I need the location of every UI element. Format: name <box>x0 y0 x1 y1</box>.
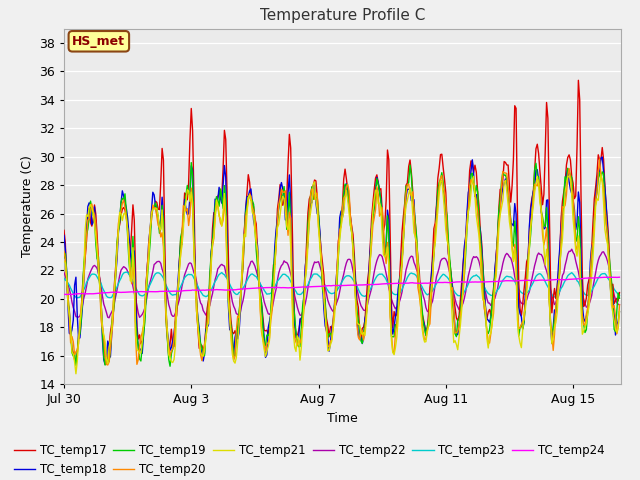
TC_temp23 <box>310 271 318 277</box>
TC_temp21 <box>72 371 80 377</box>
Line: TC_temp18: TC_temp18 <box>64 157 620 364</box>
TC_temp17 <box>519 301 527 307</box>
TC_temp22 <box>519 301 527 307</box>
TC_temp21 <box>593 196 601 202</box>
Line: TC_temp20: TC_temp20 <box>64 159 620 365</box>
TC_temp19 <box>188 160 195 166</box>
Line: TC_temp23: TC_temp23 <box>64 272 620 298</box>
Title: Temperature Profile C: Temperature Profile C <box>260 9 425 24</box>
TC_temp24 <box>79 290 86 296</box>
TC_temp17 <box>72 358 80 364</box>
TC_temp17 <box>336 228 344 234</box>
TC_temp19 <box>60 255 68 261</box>
TC_temp17 <box>309 183 317 189</box>
TC_temp22 <box>105 315 113 321</box>
TC_temp19 <box>616 295 623 301</box>
TC_temp23 <box>74 295 81 300</box>
TC_temp20 <box>519 319 527 324</box>
TC_temp21 <box>597 171 605 177</box>
TC_temp22 <box>595 257 602 263</box>
TC_temp22 <box>616 302 623 308</box>
TC_temp23 <box>337 281 345 287</box>
TC_temp22 <box>247 259 255 264</box>
TC_temp23 <box>248 271 256 277</box>
TC_temp18 <box>79 302 86 308</box>
TC_temp24 <box>335 283 342 288</box>
TC_temp21 <box>80 267 88 273</box>
TC_temp23 <box>616 293 623 299</box>
TC_temp22 <box>309 263 317 269</box>
TC_temp18 <box>101 361 109 367</box>
TC_temp17 <box>80 266 88 272</box>
TC_temp19 <box>310 192 318 198</box>
Line: TC_temp22: TC_temp22 <box>64 249 620 318</box>
TC_temp24 <box>246 286 253 291</box>
TC_temp24 <box>592 275 600 281</box>
Line: TC_temp21: TC_temp21 <box>64 174 620 374</box>
TC_temp18 <box>309 184 317 190</box>
TC_temp20 <box>336 227 344 233</box>
TC_temp21 <box>616 309 623 314</box>
TC_temp23 <box>595 275 602 281</box>
TC_temp23 <box>80 287 88 292</box>
TC_temp18 <box>598 154 606 160</box>
Legend: TC_temp17, TC_temp18, TC_temp19, TC_temp20, TC_temp21, TC_temp22, TC_temp23, TC_: TC_temp17, TC_temp18, TC_temp19, TC_temp… <box>9 440 609 480</box>
TC_temp19 <box>520 319 528 324</box>
TC_temp21 <box>336 236 344 242</box>
TC_temp21 <box>309 181 317 187</box>
TC_temp22 <box>336 288 344 294</box>
TC_temp19 <box>166 363 174 369</box>
TC_temp20 <box>309 187 317 192</box>
TC_temp21 <box>247 197 255 203</box>
TC_temp23 <box>122 269 130 275</box>
TC_temp24 <box>605 274 612 280</box>
TC_temp17 <box>60 228 68 233</box>
TC_temp24 <box>60 291 68 297</box>
TC_temp20 <box>79 291 86 297</box>
Y-axis label: Temperature (C): Temperature (C) <box>20 156 33 257</box>
TC_temp21 <box>60 258 68 264</box>
TC_temp18 <box>336 215 344 220</box>
TC_temp20 <box>60 249 68 254</box>
TC_temp20 <box>596 156 604 162</box>
Line: TC_temp17: TC_temp17 <box>64 80 620 361</box>
TC_temp20 <box>247 193 255 199</box>
TC_temp17 <box>247 195 255 201</box>
TC_temp17 <box>595 152 602 158</box>
TC_temp23 <box>60 276 68 281</box>
TC_temp19 <box>337 216 345 221</box>
TC_temp20 <box>593 189 601 195</box>
TC_temp24 <box>616 275 623 280</box>
TC_temp18 <box>60 232 68 238</box>
TC_temp19 <box>248 198 256 204</box>
TC_temp22 <box>568 246 575 252</box>
TC_temp19 <box>79 288 86 293</box>
TC_temp17 <box>575 77 582 83</box>
TC_temp21 <box>519 328 527 334</box>
Line: TC_temp19: TC_temp19 <box>64 163 620 366</box>
TC_temp18 <box>616 309 623 315</box>
TC_temp18 <box>247 186 255 192</box>
TC_temp18 <box>593 179 601 185</box>
TC_temp20 <box>104 362 111 368</box>
TC_temp19 <box>595 176 602 182</box>
TC_temp20 <box>616 302 623 308</box>
TC_temp24 <box>518 277 525 283</box>
Line: TC_temp24: TC_temp24 <box>64 277 620 294</box>
TC_temp18 <box>519 326 527 332</box>
TC_temp23 <box>520 291 528 297</box>
X-axis label: Time: Time <box>327 411 358 425</box>
TC_temp22 <box>60 270 68 276</box>
TC_temp24 <box>308 284 316 289</box>
Text: HS_met: HS_met <box>72 35 125 48</box>
TC_temp17 <box>616 289 623 295</box>
TC_temp22 <box>79 302 86 308</box>
